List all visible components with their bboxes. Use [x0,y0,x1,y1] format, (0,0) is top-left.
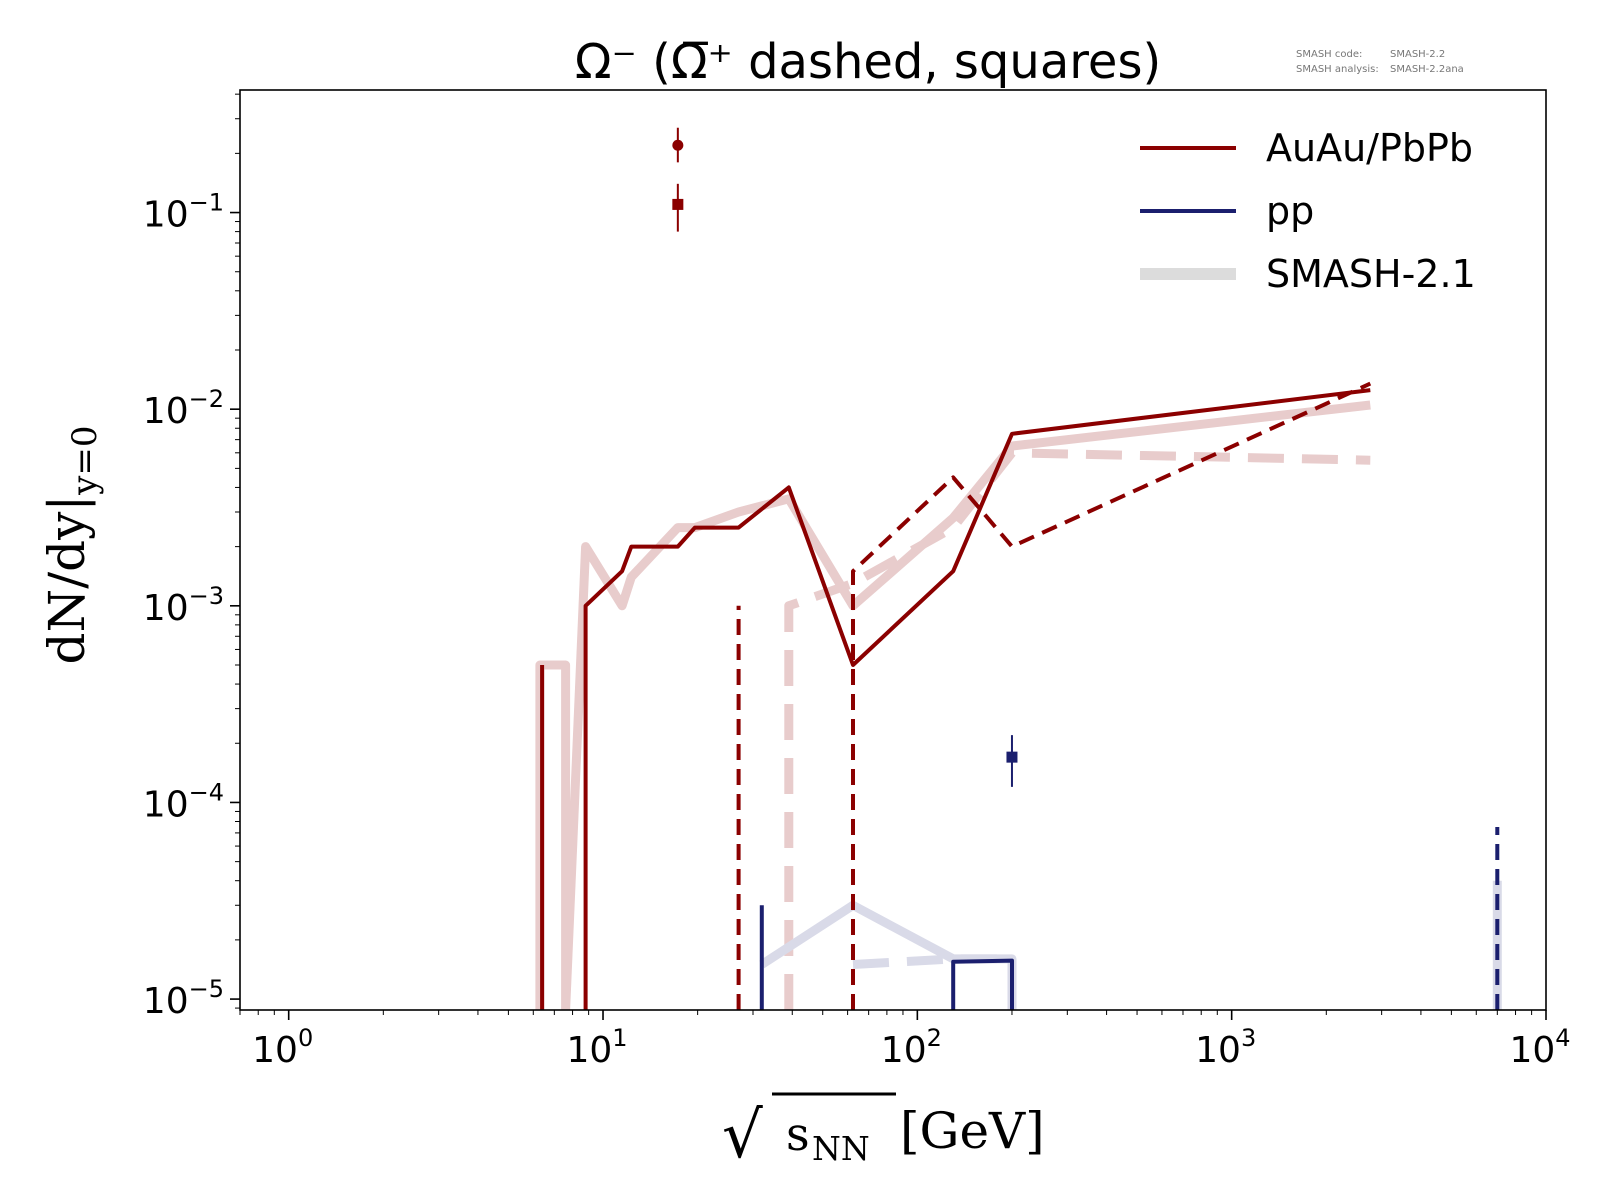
data-point-auau-square-1 [672,198,684,210]
series-line-smash21-auau-antiomega-plus-1 [784,448,1371,1010]
y-tick-label-base: 10 [143,784,189,825]
x-tick-label-1: 101 [566,1024,627,1071]
y-axis: 10−510−410−310−210−1 [143,93,240,1022]
y-tick-label-exponent: −2 [189,385,224,413]
experimental-points-layer [672,127,1018,787]
version-note: SMASH code: SMASH-2.2 SMASH analysis: SM… [1296,49,1464,75]
version-note-code-value: SMASH-2.2 [1390,49,1445,60]
y-tick-label-base: 10 [143,981,189,1022]
y-tick-label-exponent: −1 [189,189,224,217]
y-tick-label-base: 10 [143,588,189,629]
plot-area [535,127,1502,1010]
x-axis-label-root: √ [722,1099,763,1173]
y-tick-label-base: 10 [143,391,189,432]
x-axis-label-unit: [GeV] [900,1102,1045,1160]
series-line-smash22-auau-antiomega-plus-8 [851,381,1372,1010]
series-layer [535,381,1502,1010]
series-line-smash22-pp-omega-minus-10 [951,958,1014,1010]
y-tick-label-0: 10−5 [143,975,224,1022]
x-axis-label: √ s NN [GeV] [722,1092,1045,1173]
plot-frame [239,89,1547,1011]
x-tick-label-2: 102 [881,1024,942,1071]
y-tick-label-2: 10−3 [143,582,224,629]
version-note-analysis-value: SMASH-2.2ana [1390,64,1464,75]
x-tick-label-base: 10 [881,1030,927,1071]
legend: AuAu/PbPb pp SMASH-2.1 [1140,126,1476,296]
x-tick-label-4: 104 [1509,1024,1570,1071]
x-tick-label-3: 103 [1195,1024,1256,1071]
y-tick-label-exponent: −4 [189,778,224,806]
x-tick-label-0: 100 [252,1024,313,1071]
x-axis: 100 101 102 103 104 [239,1010,1571,1071]
x-tick-label-base: 10 [1195,1030,1241,1071]
series-line-smash21-pp-antiomega-plus-3 [852,954,1012,969]
x-tick-label-exponent: 0 [298,1024,313,1052]
x-tick-label-base: 10 [566,1030,612,1071]
legend-label-2: SMASH-2.1 [1266,252,1476,296]
x-tick-label-exponent: 2 [927,1024,942,1052]
legend-label-0: AuAu/PbPb [1266,126,1473,170]
y-axis-label-main: dN/dy| [38,495,96,665]
x-tick-label-exponent: 3 [1241,1024,1256,1052]
data-point-auau-circle-0 [672,139,684,151]
y-axis-label: dN/dy|y=0 [38,425,105,664]
x-tick-label-exponent: 1 [612,1024,627,1052]
version-note-code-key: SMASH code: [1296,49,1362,60]
version-note-analysis-key: SMASH analysis: [1296,64,1379,75]
x-tick-label-base: 10 [1509,1030,1555,1071]
x-tick-label-base: 10 [252,1030,298,1071]
legend-label-1: pp [1266,189,1314,233]
x-axis-label-subscript: NN [812,1129,870,1168]
chart-title: Ω⁻ (Ω̅⁺ dashed, squares) [575,34,1161,90]
y-tick-label-base: 10 [143,195,189,236]
data-point-pp-square-2 [1006,751,1018,763]
y-tick-label-exponent: −5 [189,975,224,1003]
x-axis-label-base: s [786,1107,810,1161]
y-tick-label-exponent: −3 [189,582,224,610]
y-tick-label-4: 10−1 [143,189,224,236]
y-tick-label-3: 10−2 [143,385,224,432]
x-tick-label-exponent: 4 [1555,1024,1570,1052]
series-line-smash22-auau-omega-minus-6 [583,388,1371,1010]
y-axis-label-subscript: y=0 [65,425,105,495]
y-tick-label-1: 10−4 [143,778,224,825]
